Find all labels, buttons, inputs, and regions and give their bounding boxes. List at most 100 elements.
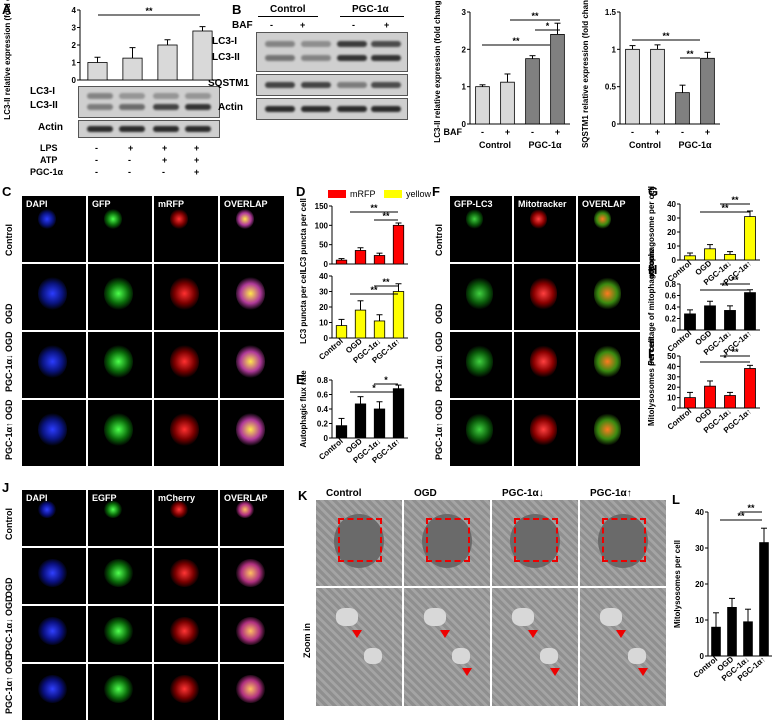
bar <box>744 292 756 331</box>
panel-label-k: K <box>298 488 308 503</box>
legend-label-yellow: yellow <box>406 189 432 199</box>
significance-marker: ** <box>731 195 739 205</box>
bar <box>335 259 348 265</box>
blot-b-label-actin: Actin <box>218 102 243 113</box>
em-column-label: PGC-1α↑ <box>590 488 632 499</box>
y-tick-label: 0.8 <box>317 376 329 385</box>
arrowhead-icon <box>616 630 626 638</box>
cell-blob <box>170 277 199 310</box>
blot-a-lc3 <box>78 86 220 118</box>
y-tick-label: 150 <box>315 202 329 211</box>
x-tick-label: + <box>705 127 710 137</box>
chart-D1: 0 50 100 150 LC3 puncta per cell mRFP yellow <box>299 189 432 272</box>
x-tick-label: - <box>481 127 484 137</box>
blot-b-lc3 <box>256 32 408 72</box>
micrograph-tile <box>514 264 576 330</box>
panel-label-i: I <box>648 346 652 361</box>
cell-blob <box>593 277 622 310</box>
bar <box>392 224 405 265</box>
y-tick-label: 0 <box>72 76 77 85</box>
column-label: Mitotracker <box>518 199 567 209</box>
bar <box>157 44 178 81</box>
micrograph-tile <box>22 332 86 398</box>
cell-blob <box>104 413 133 446</box>
y-tick-label: 20 <box>695 580 704 589</box>
column-label: mRFP <box>158 199 185 209</box>
baf-mark: + <box>300 20 306 30</box>
bar <box>724 395 736 409</box>
column-label: OVERLAP <box>224 493 268 503</box>
x-tick-label: + <box>555 127 560 137</box>
blot-a-actin <box>78 120 220 138</box>
cell-blob <box>170 209 188 230</box>
y-tick-label: 30 <box>667 214 676 223</box>
panel-label-c: C <box>2 184 12 199</box>
cell-blob <box>593 209 611 230</box>
cell-blob <box>104 675 133 703</box>
em-zoom-tile <box>404 588 490 706</box>
y-tick-label: 10 <box>695 616 704 625</box>
cell-blob <box>104 501 122 519</box>
treat-a-mark: + <box>162 143 168 153</box>
micrograph-tile: OVERLAP <box>578 196 640 262</box>
treat-a-mark: - <box>128 155 131 165</box>
baf-mark: + <box>384 20 390 30</box>
panel-label-g: G <box>648 184 659 199</box>
y-tick-label: 30 <box>695 544 704 553</box>
x-tick-label: + <box>655 127 660 137</box>
em-texture <box>316 588 402 706</box>
micrograph-tile <box>154 332 218 398</box>
zoom-region-box <box>338 518 382 562</box>
bar <box>373 408 386 439</box>
y-tick-label: 0.6 <box>665 292 677 301</box>
significance-marker: ** <box>737 511 745 521</box>
bar <box>724 310 736 331</box>
bar <box>744 368 756 409</box>
micrograph-tile: OVERLAP <box>220 490 284 546</box>
significance-marker: ** <box>731 275 739 285</box>
em-vacuole <box>628 648 646 664</box>
em-cell <box>422 514 472 568</box>
cell-blob <box>236 675 265 703</box>
micrograph-tile <box>220 332 284 398</box>
cell-blob <box>170 559 199 587</box>
y-tick-label: 0 <box>324 260 329 269</box>
y-axis-label: LC3 puncta per cell <box>299 198 308 272</box>
cell-blob <box>38 413 67 446</box>
baf-axis-label: BAF <box>444 127 463 137</box>
treat-a-mark: - <box>95 167 98 177</box>
micrograph-tile <box>22 264 86 330</box>
micrograph-tile <box>578 332 640 398</box>
arrowhead-icon <box>352 630 362 638</box>
bar <box>684 397 696 409</box>
y-tick-label: 0 <box>672 256 677 265</box>
em-zoom-tile <box>316 588 402 706</box>
em-vacuole <box>452 648 470 664</box>
blot-b-group-pgc: PGC-1α <box>352 4 389 15</box>
bar <box>354 403 367 439</box>
zoom-region-box <box>602 518 646 562</box>
group-label: Control <box>479 140 511 150</box>
bar <box>650 48 665 125</box>
bar <box>704 385 716 409</box>
y-axis-label: Autophagic flux rate <box>299 370 308 448</box>
y-axis-label: SQSTM1 relative expression (fold change) <box>581 0 590 148</box>
cell-blob <box>170 617 199 645</box>
cell-blob <box>38 277 67 310</box>
treat-a-mark: + <box>194 143 200 153</box>
y-tick-label: 30 <box>319 288 328 297</box>
bar <box>475 86 490 125</box>
arrowhead-icon <box>528 630 538 638</box>
y-tick-label: 10 <box>667 394 676 403</box>
micrograph-tile <box>220 400 284 466</box>
cell-blob <box>465 277 494 310</box>
column-label: GFP-LC3 <box>454 199 493 209</box>
column-label: GFP <box>92 199 111 209</box>
significance-marker: ** <box>662 31 670 41</box>
y-tick-label: 1 <box>72 59 77 68</box>
arrowhead-icon <box>638 668 648 676</box>
legend-swatch-mrfp <box>328 190 346 198</box>
bar <box>373 255 386 265</box>
significance-marker: ** <box>686 49 694 59</box>
